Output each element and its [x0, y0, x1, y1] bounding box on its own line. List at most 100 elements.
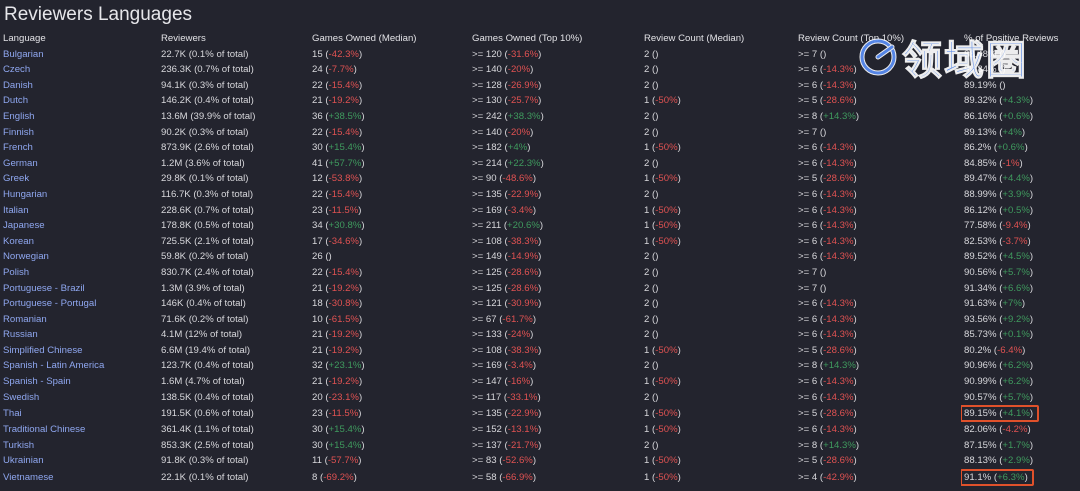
review-count-top10-cell-delta: -42.9%	[823, 471, 854, 483]
reviewers-cell: 6.6M (19.4% of total)	[161, 344, 251, 356]
language-link[interactable]: Simplified Chinese	[3, 344, 83, 356]
review-count-median-cell-value: 1	[644, 220, 650, 232]
language-link[interactable]: Spanish - Latin America	[3, 360, 105, 372]
reviewers-languages-table: Language Reviewers Games Owned (Median) …	[0, 31, 1080, 487]
language-link[interactable]: Dutch	[3, 95, 29, 107]
positive-reviews-cell-value: 90.57%	[964, 391, 997, 403]
games-owned-median-cell-delta: +30.8%	[328, 220, 362, 232]
positive-reviews-cell-value: 89.32%	[964, 95, 997, 107]
table-row: Danish 94.1K (0.3% of total) 22 (-15.4%) >=…	[0, 78, 1080, 94]
review-count-top10-cell-delta: -14.3%	[823, 157, 854, 169]
language-link[interactable]: Portuguese - Brazil	[3, 282, 85, 294]
language-link[interactable]: Thai	[3, 407, 22, 419]
games-owned-top10-cell: >= 140 (-20%)	[472, 126, 534, 138]
language-link[interactable]: Korean	[3, 235, 34, 247]
review-count-median-cell-value: 1	[644, 455, 650, 467]
language-link[interactable]: Vietnamese	[3, 471, 54, 483]
language-link[interactable]: Japanese	[3, 220, 45, 232]
language-link[interactable]: Turkish	[3, 439, 35, 451]
games-owned-top10-cell-delta: +20.6%	[507, 220, 540, 232]
language-link[interactable]: Portuguese - Portugal	[3, 298, 97, 310]
table-row: Korean 725.5K (2.1% of total) 17 (-34.6%) >…	[0, 234, 1080, 250]
language-link[interactable]: Swedish	[3, 391, 40, 403]
games-owned-median-cell-value: 15	[312, 48, 323, 60]
review-count-top10-cell-delta: -14.3%	[823, 313, 854, 325]
games-owned-median-cell-value: 21	[312, 344, 323, 356]
positive-reviews-cell-delta: +5.7%	[1002, 391, 1030, 403]
review-count-median-cell-value: 2	[644, 360, 650, 372]
language-link[interactable]: Bulgarian	[3, 48, 44, 60]
games-owned-median-cell: 22 (-15.4%)	[312, 79, 363, 91]
review-count-median-cell: 2 ()	[644, 439, 659, 451]
positive-reviews-cell-value: 87.15%	[964, 439, 997, 451]
games-owned-top10-cell-value: >= 211	[472, 220, 502, 232]
positive-reviews-cell: 88.13% (+2.9%)	[964, 455, 1034, 467]
games-owned-top10-cell: >= 83 (-52.6%)	[472, 455, 537, 467]
games-owned-top10-cell-delta: -24%	[507, 329, 531, 341]
language-link[interactable]: Czech	[3, 64, 31, 76]
positive-reviews-cell-value: 86.12%	[964, 204, 997, 216]
games-owned-top10-cell: >= 108 (-38.3%)	[472, 344, 542, 356]
language-link[interactable]: Greek	[3, 173, 30, 185]
games-owned-top10-cell-delta: -28.6%	[507, 282, 539, 294]
games-owned-top10-cell-value: >= 152	[472, 424, 502, 436]
review-count-median-cell: 1 (-50%)	[644, 220, 681, 232]
language-link[interactable]: Finnish	[3, 126, 34, 138]
games-owned-median-cell-delta: -30.8%	[328, 298, 359, 310]
review-count-top10-cell-delta: +14.3%	[823, 110, 856, 122]
column-header-games-owned-median[interactable]: Games Owned (Median)	[312, 33, 417, 44]
games-owned-median-cell-delta: +23.1%	[328, 360, 362, 372]
column-header-reviewers[interactable]: Reviewers	[161, 33, 206, 44]
review-count-top10-cell: >= 7 ()	[798, 266, 827, 278]
reviewers-cell: 236.3K (0.7% of total)	[161, 64, 254, 76]
review-count-median-cell-value: 2	[644, 64, 650, 76]
column-header-games-owned-top10[interactable]: Games Owned (Top 10%)	[472, 33, 583, 44]
column-header-language[interactable]: Language	[3, 33, 46, 44]
games-owned-top10-cell-delta: -52.6%	[502, 455, 533, 467]
column-header-review-count-top10[interactable]: Review Count (Top 10%)	[798, 33, 905, 44]
review-count-top10-cell-delta: -28.6%	[823, 95, 854, 107]
games-owned-top10-cell-delta: -25.7%	[507, 95, 539, 107]
review-count-top10-cell-value: >= 5	[798, 95, 818, 107]
language-link[interactable]: French	[3, 142, 33, 154]
games-owned-top10-cell-delta: -20%	[507, 126, 531, 138]
language-link[interactable]: Norwegian	[3, 251, 49, 263]
reviewers-cell: 830.7K (2.4% of total)	[161, 266, 254, 278]
language-link[interactable]: Romanian	[3, 313, 47, 325]
review-count-median-cell-value: 1	[644, 235, 650, 247]
review-count-median-cell: 2 ()	[644, 391, 659, 403]
review-count-median-cell-delta: -50%	[655, 344, 678, 356]
review-count-top10-cell-value: >= 6	[798, 424, 818, 436]
language-link[interactable]: Danish	[3, 79, 33, 91]
games-owned-median-cell-delta: -15.4%	[328, 266, 359, 278]
positive-reviews-cell-delta: +5.7%	[1002, 266, 1030, 278]
review-count-top10-cell-delta: -14.3%	[823, 204, 854, 216]
language-link[interactable]: Polish	[3, 266, 30, 278]
games-owned-median-cell: 30 (+15.4%)	[312, 142, 365, 154]
language-link[interactable]: Traditional Chinese	[3, 424, 86, 436]
language-link[interactable]: English	[3, 110, 35, 122]
language-link[interactable]: Hungarian	[3, 188, 48, 200]
review-count-top10-cell: >= 8 (+14.3%)	[798, 110, 860, 122]
review-count-median-cell: 2 ()	[644, 126, 659, 138]
games-owned-top10-cell-delta: -14.9%	[507, 251, 539, 263]
games-owned-median-cell-delta: +38.5%	[328, 110, 362, 122]
review-count-median-cell-value: 2	[644, 188, 650, 200]
games-owned-median-cell-value: 30	[312, 142, 323, 154]
positive-reviews-cell-delta: +7%	[1002, 298, 1022, 310]
language-link[interactable]: Italian	[3, 204, 29, 216]
language-link[interactable]: Spanish - Spain	[3, 376, 71, 388]
language-link[interactable]: German	[3, 157, 38, 169]
positive-reviews-cell-delta: +6.6%	[1002, 282, 1030, 294]
games-owned-top10-cell-delta: -26.9%	[507, 79, 539, 91]
table-row: Norwegian 59.8K (0.2% of total) 26 () >= 14…	[0, 249, 1080, 265]
review-count-median-cell-delta: -50%	[655, 424, 678, 436]
column-header-review-count-median[interactable]: Review Count (Median)	[644, 33, 745, 44]
language-link[interactable]: Russian	[3, 329, 38, 341]
games-owned-median-cell: 12 (-53.8%)	[312, 173, 363, 185]
games-owned-median-cell-value: 20	[312, 391, 323, 403]
positive-reviews-cell: 80.2% (-6.4%)	[964, 344, 1026, 356]
language-link[interactable]: Ukrainian	[3, 455, 44, 467]
games-owned-median-cell: 30 (+15.4%)	[312, 424, 365, 436]
column-header-positive-reviews[interactable]: % of Positive Reviews	[964, 33, 1059, 44]
